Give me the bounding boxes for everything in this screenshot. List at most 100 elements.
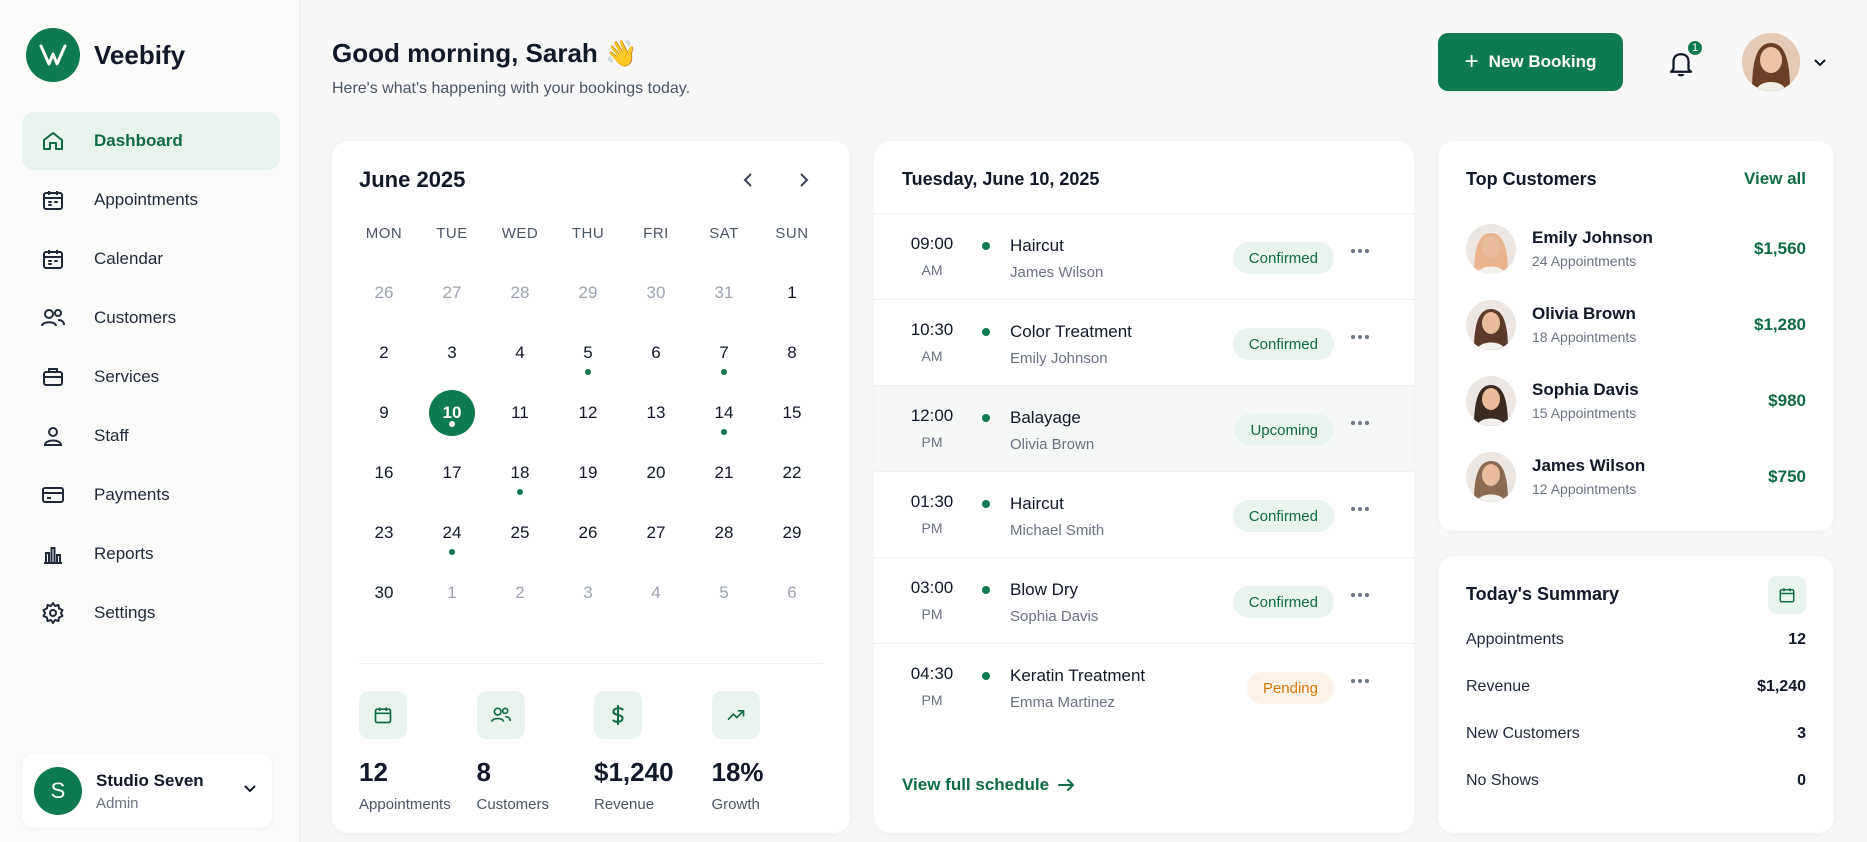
calendar-day[interactable]: 19 xyxy=(554,443,622,503)
sidebar-item-reports[interactable]: Reports xyxy=(22,525,280,583)
day-number: 30 xyxy=(374,583,394,602)
sidebar-item-customers[interactable]: Customers xyxy=(22,289,280,347)
weekday-label: WED xyxy=(501,225,539,242)
appointment-time: 03:00 PM xyxy=(902,578,962,622)
status-dot xyxy=(982,500,990,508)
chevron-down-icon[interactable] xyxy=(1812,54,1828,70)
calendar-day[interactable]: 29 xyxy=(554,263,622,323)
appointment-row[interactable]: 01:30 PM Haircut Michael Smith Confirmed xyxy=(874,471,1414,557)
users-icon xyxy=(476,691,525,739)
calendar-day[interactable]: 22 xyxy=(758,443,826,503)
calendar-day[interactable]: 21 xyxy=(690,443,758,503)
view-full-schedule-link[interactable]: View full schedule xyxy=(902,775,1075,795)
calendar-day[interactable]: 2 xyxy=(486,563,554,623)
bell-icon[interactable] xyxy=(1666,48,1696,78)
calendar-day[interactable]: 12 xyxy=(554,383,622,443)
calendar-day[interactable]: 3 xyxy=(554,563,622,623)
sidebar-item-settings[interactable]: Settings xyxy=(22,584,280,642)
calendar-day[interactable]: 15 xyxy=(758,383,826,443)
calendar-day[interactable]: 31 xyxy=(690,263,758,323)
calendar-day[interactable]: 27 xyxy=(418,263,486,323)
more-horizontal-icon[interactable] xyxy=(1350,334,1370,340)
calendar-day[interactable]: 8 xyxy=(758,323,826,383)
day-number: 27 xyxy=(442,283,462,302)
calendar-day[interactable]: 30 xyxy=(622,263,690,323)
time-period: AM xyxy=(921,262,943,278)
brand-logo[interactable]: Veebify xyxy=(26,28,185,82)
calendar-day[interactable]: 1 xyxy=(758,263,826,323)
home-icon xyxy=(40,128,66,154)
workspace-switcher[interactable]: S Studio Seven Admin xyxy=(22,754,272,828)
more-horizontal-icon[interactable] xyxy=(1350,420,1370,426)
calendar-icon xyxy=(40,246,66,272)
calendar-day[interactable]: 4 xyxy=(622,563,690,623)
card-icon xyxy=(40,482,66,508)
calendar-icon[interactable] xyxy=(1768,576,1806,614)
calendar-day[interactable]: 28 xyxy=(690,503,758,563)
calendar-day[interactable]: 27 xyxy=(622,503,690,563)
page-subtitle: Here's what's happening with your bookin… xyxy=(332,80,691,97)
chevron-right-icon[interactable] xyxy=(794,171,812,189)
calendar-day[interactable]: 26 xyxy=(554,503,622,563)
calendar-day[interactable]: 5 xyxy=(690,563,758,623)
appointment-row[interactable]: 10:30 AM Color Treatment Emily Johnson Confi… xyxy=(874,299,1414,385)
calendar-day[interactable]: 29 xyxy=(758,503,826,563)
new-booking-button[interactable]: + New Booking xyxy=(1438,33,1623,91)
calendar-day[interactable]: 6 xyxy=(622,323,690,383)
more-horizontal-icon[interactable] xyxy=(1350,506,1370,512)
day-number: 4 xyxy=(651,583,661,602)
calendar-day[interactable]: 23 xyxy=(350,503,418,563)
calendar-day[interactable]: 7 xyxy=(690,323,758,383)
view-all-link[interactable]: View all xyxy=(1743,169,1806,188)
calendar-day[interactable]: 16 xyxy=(350,443,418,503)
day-number: 28 xyxy=(714,523,734,542)
appointment-row[interactable]: 12:00 PM Balayage Olivia Brown Upcoming xyxy=(874,385,1414,471)
appointment-list: 09:00 AM Haircut James Wilson Confirmed 10:30… xyxy=(874,213,1414,729)
sidebar-item-payments[interactable]: Payments xyxy=(22,466,280,524)
event-dot xyxy=(721,429,727,435)
calendar-day[interactable]: 25 xyxy=(486,503,554,563)
customer-row[interactable]: James Wilson 12 Appointments $750 xyxy=(1466,447,1806,507)
customer-row[interactable]: Olivia Brown 18 Appointments $1,280 xyxy=(1466,295,1806,355)
calendar-day[interactable]: 20 xyxy=(622,443,690,503)
calendar-day[interactable]: 28 xyxy=(486,263,554,323)
appointment-row[interactable]: 09:00 AM Haircut James Wilson Confirmed xyxy=(874,213,1414,299)
calendar-day[interactable]: 1 xyxy=(418,563,486,623)
customer-row[interactable]: Sophia Davis 15 Appointments $980 xyxy=(1466,371,1806,431)
day-number: 16 xyxy=(374,463,394,482)
calendar-day[interactable]: 9 xyxy=(350,383,418,443)
calendar-day[interactable]: 4 xyxy=(486,323,554,383)
appointment-row[interactable]: 03:00 PM Blow Dry Sophia Davis Confirmed xyxy=(874,557,1414,643)
calendar-day[interactable]: 18 xyxy=(486,443,554,503)
calendar-day[interactable]: 3 xyxy=(418,323,486,383)
calendar-day[interactable]: 13 xyxy=(622,383,690,443)
chevron-left-icon[interactable] xyxy=(740,171,758,189)
client-name: Sophia Davis xyxy=(1010,608,1099,625)
more-horizontal-icon[interactable] xyxy=(1350,592,1370,598)
more-horizontal-icon[interactable] xyxy=(1350,248,1370,254)
calendar-day[interactable]: 26 xyxy=(350,263,418,323)
calendar-day[interactable]: 2 xyxy=(350,323,418,383)
sidebar-item-services[interactable]: Services xyxy=(22,348,280,406)
calendar-day[interactable]: 11 xyxy=(486,383,554,443)
customer-row[interactable]: Emily Johnson 24 Appointments $1,560 xyxy=(1466,219,1806,279)
more-horizontal-icon[interactable] xyxy=(1350,678,1370,684)
calendar-day[interactable]: 24 xyxy=(418,503,486,563)
calendar-day[interactable]: 5 xyxy=(554,323,622,383)
day-number: 14 xyxy=(714,403,734,422)
event-dot xyxy=(585,369,591,375)
status-dot xyxy=(982,586,990,594)
calendar-day[interactable]: 17 xyxy=(418,443,486,503)
appointment-row[interactable]: 04:30 PM Keratin Treatment Emma Martinez Pen… xyxy=(874,643,1414,729)
avatar[interactable] xyxy=(1742,33,1800,91)
calendar-day[interactable]: 14 xyxy=(690,383,758,443)
calendar-day[interactable]: 6 xyxy=(758,563,826,623)
chevron-down-icon xyxy=(242,780,258,796)
sidebar-item-dashboard[interactable]: Dashboard xyxy=(22,112,280,170)
sidebar-item-calendar[interactable]: Calendar xyxy=(22,230,280,288)
sidebar-item-staff[interactable]: Staff xyxy=(22,407,280,465)
calendar-day[interactable]: 30 xyxy=(350,563,418,623)
sidebar-item-appointments[interactable]: Appointments xyxy=(22,171,280,229)
day-number: 5 xyxy=(719,583,729,602)
calendar-day-selected[interactable]: 10 xyxy=(418,383,486,443)
